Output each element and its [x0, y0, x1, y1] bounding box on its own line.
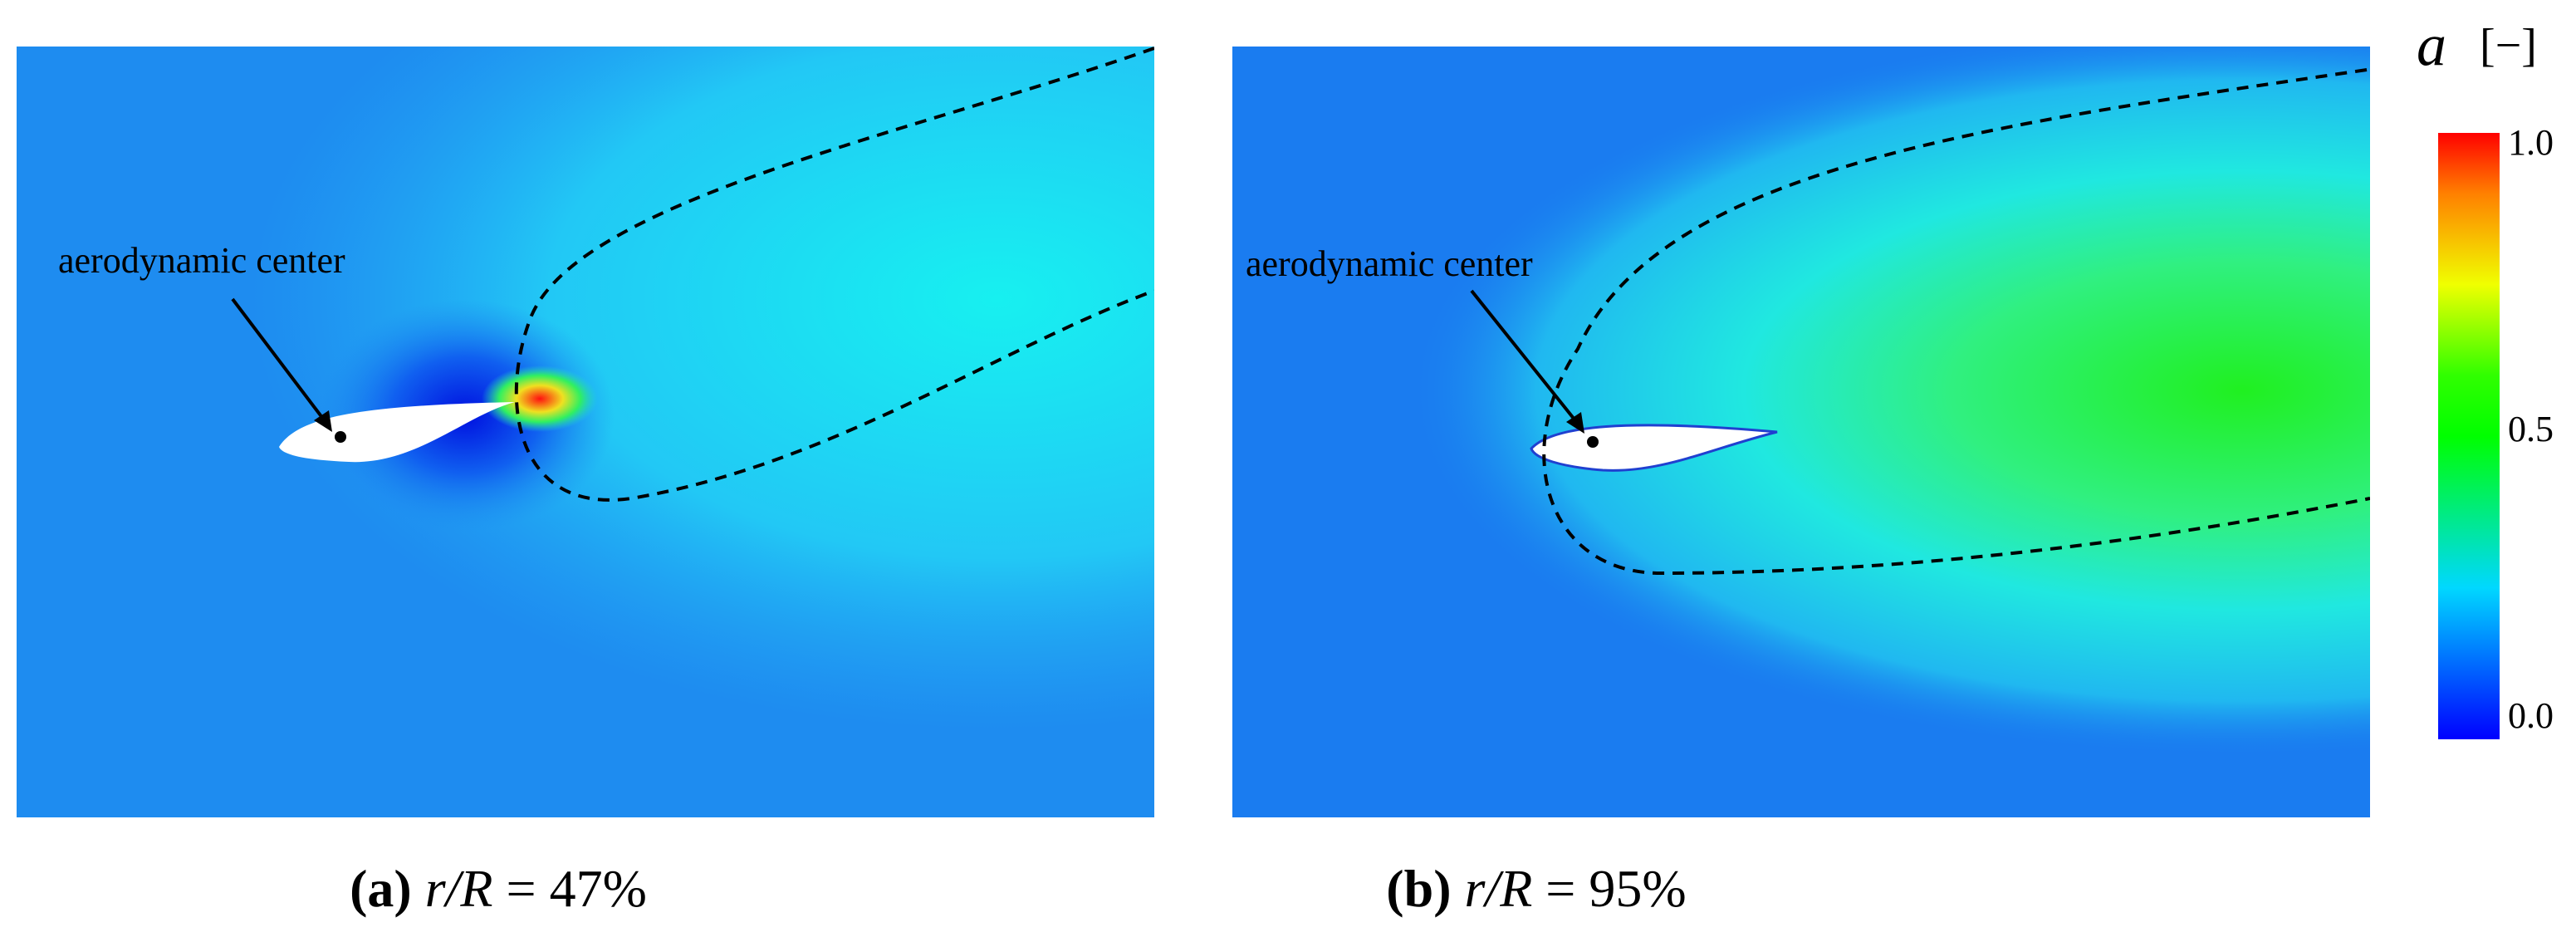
caption-label: (b) — [1386, 859, 1451, 918]
contour-panel-a — [17, 47, 1154, 817]
colorbar-title: a — [2417, 12, 2446, 79]
colorbar-tick-label: 1.0 — [2508, 122, 2554, 163]
caption-value: = 95% — [1545, 859, 1686, 918]
annotation: aerodynamic center — [58, 240, 345, 281]
caption: (b) r/R = 95% — [1386, 859, 1686, 918]
colorbar-scale — [2438, 133, 2500, 739]
field — [482, 365, 598, 432]
arrow — [231, 297, 327, 424]
caption-variable: r/R — [1465, 859, 1533, 918]
field — [1412, 47, 2370, 756]
field — [249, 47, 1154, 731]
colorbar-tick-label: 0.0 — [2508, 695, 2554, 736]
center-dot — [1587, 436, 1599, 448]
caption-value: = 47% — [507, 859, 647, 918]
colorbar-unit: [−] — [2480, 20, 2537, 71]
dashed-contour — [514, 47, 1154, 502]
annotation: aerodynamic center — [1246, 243, 1533, 284]
caption-label: (a) — [350, 859, 412, 918]
colorbar: 0.0 0.5 1.0 — [2438, 122, 2554, 739]
arrow-head — [314, 410, 332, 432]
caption: (a) r/R = 47% — [350, 859, 647, 918]
contour-panel-b — [1232, 47, 2370, 817]
colorbar-tick-label: 0.5 — [2508, 409, 2554, 449]
airfoil — [279, 402, 515, 463]
caption-variable: r/R — [425, 859, 493, 918]
arrow — [1470, 289, 1579, 425]
arrow-head — [1566, 412, 1584, 434]
center-dot — [335, 431, 346, 443]
